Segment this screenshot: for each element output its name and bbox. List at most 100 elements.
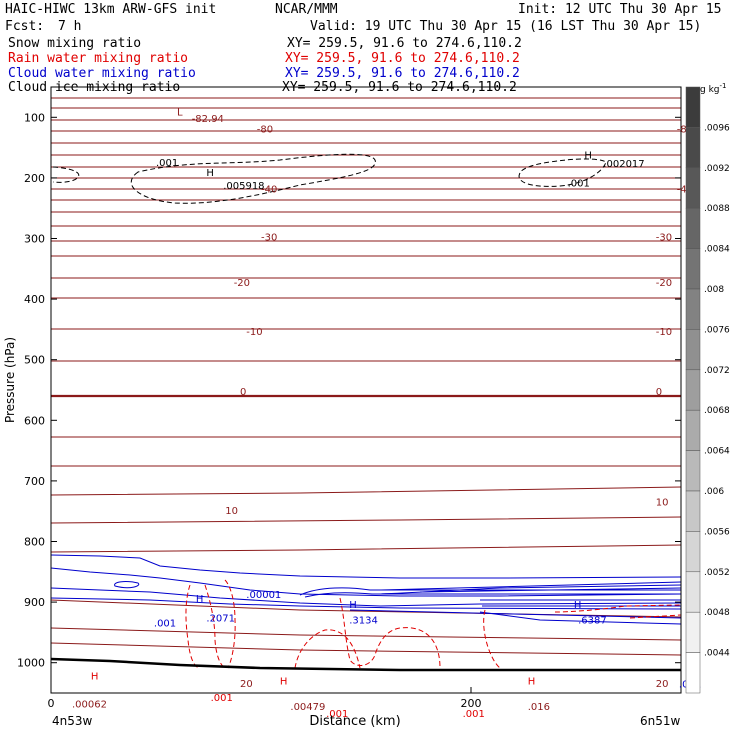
isotherm-label: -40 [677,184,693,195]
isotherm-label: 20 [656,679,669,690]
y-tick-label: 500 [24,354,45,367]
y-tick-label: 800 [24,536,45,549]
colorbar-unit: g kg-1 [700,82,726,95]
isotherm-label: -82.94 [192,114,224,125]
init-time: Init: 12 UTC Thu 30 Apr 15 [518,2,722,17]
x-axis-title: Distance (km) [309,714,400,729]
colorbar-swatch [685,652,701,694]
colorbar-tick-label: .0084 [704,245,730,255]
colorbar-tick-label: .008 [704,285,724,295]
extremum-marker: H [280,677,288,688]
colorbar-swatch [685,409,701,451]
snow-contours [52,153,607,204]
field-xy-cloud-ice: XY= 259.5, 91.6 to 274.6,110.2 [282,80,517,95]
isotherm-label: 10 [225,506,238,517]
model-title: HAIC-HIWC 13km ARW-GFS init [5,2,217,17]
contour-labels: -82.94 -80 -80 -40 -40 -30 -30 -20 -20 -10 -10 0 0 10… [72,107,701,720]
colorbar-tick-label: .0068 [704,406,730,416]
y-tick-label: 300 [24,233,45,246]
field-xy-cloud-water: XY= 259.5, 91.6 to 274.6,110.2 [285,66,520,81]
isotherm-label: -20 [656,278,672,289]
end-point-label: 6n51w [640,714,681,728]
y-tick-label: 400 [24,293,45,306]
isotherm-label: -10 [656,327,672,338]
colorbar-swatch [685,127,701,169]
isotherm-label: -20 [234,278,250,289]
y-tick-label: 900 [24,596,45,609]
colorbar-swatch [685,490,701,532]
colorbar-swatch [685,207,701,249]
plot-frame [50,86,682,694]
isotherm-label: 20 [240,679,253,690]
colorbar-swatch [685,329,701,371]
terrain-surface-line [50,657,681,672]
colorbar-tick-label: .0076 [704,325,730,335]
valid-time: Valid: 19 UTC Thu 30 Apr 15 (16 LST Thu … [310,19,702,34]
colorbar-tick-label: .0092 [704,164,730,174]
cloud-contour-label: .3134 [349,615,378,626]
extremum-marker: L [177,107,183,118]
cloud-water-contours [50,554,682,625]
institution: NCAR/MMM [275,2,338,17]
rain-contour-label: .001 [463,709,485,720]
isotherm-label: -30 [656,232,672,243]
colorbar-tick-label: .0056 [704,527,730,537]
isotherm-label: 0 [656,387,662,398]
isotherm-label: -80 [677,124,693,135]
colorbar-swatch [685,248,701,290]
cloud-contour-label: .6387 [578,615,607,626]
isotherm-label: -80 [257,124,273,135]
isotherm-lines [50,97,682,656]
isotherm-label: 10 [656,498,669,509]
colorbar-swatch [685,167,701,209]
field-name-snow: Snow mixing ratio [8,36,142,51]
colorbar-swatch [685,611,701,653]
y-tick-label: 700 [24,475,45,488]
isotherm-label: -40 [261,184,277,195]
colorbar-swatch [685,86,701,128]
cloud-contour-label: .00001 [246,590,281,601]
extremum-marker: H [206,168,214,179]
colorbar-swatch [685,288,701,330]
isotherm-label: .00062 [72,700,107,711]
field-xy-rain: XY= 259.5, 91.6 to 274.6,110.2 [285,51,520,66]
forecast-label: Fcst: [5,19,45,34]
y-tick-label: 1000 [17,657,45,670]
isotherm-label: -10 [246,327,262,338]
x-tick-label: 200 [461,697,482,710]
rain-contour-label: .001 [211,693,233,704]
colorbar-swatch [685,450,701,492]
isotherm-label: -30 [261,232,277,243]
snow-contour-label: .001 [156,158,178,169]
cloud-contour-label: .2071 [206,613,235,624]
colorbar: .0096 .0092 .0088 .0084 .008 .0076 .0072 .0068.… [685,86,730,694]
snow-contour-label: .005918 [223,181,264,192]
extremum-marker: H [584,151,592,162]
colorbar-tick-label: .006 [704,487,724,497]
rain-contour-label: .001 [326,709,348,720]
colorbar-tick-label: .0052 [704,568,730,578]
isotherm-label: .00479 [290,702,325,713]
extremum-marker: H [196,594,204,605]
colorbar-tick-label: .0044 [704,649,730,659]
isotherm-label: .016 [528,702,550,713]
forecast-hours: 7 h [58,19,82,34]
y-tick-label: 600 [24,414,45,427]
isotherm-label: 0 [240,387,246,398]
colorbar-tick-label: .0096 [704,123,730,133]
extremum-marker: H [91,672,99,683]
colorbar-swatch [685,571,701,613]
y-tick-label: 200 [24,172,45,185]
colorbar-swatch [685,369,701,411]
field-name-rain: Rain water mixing ratio [8,51,189,66]
cloud-contour-label: .001 [154,618,176,629]
extremum-marker: H [574,600,582,611]
colorbar-tick-label: .0072 [704,366,730,376]
colorbar-tick-label: .0064 [704,447,730,457]
start-point-label: 4n53w [52,714,93,728]
field-name-cloud-water: Cloud water mixing ratio [8,66,196,81]
colorbar-tick-label: .0088 [704,204,730,214]
extremum-marker: H [528,677,536,688]
